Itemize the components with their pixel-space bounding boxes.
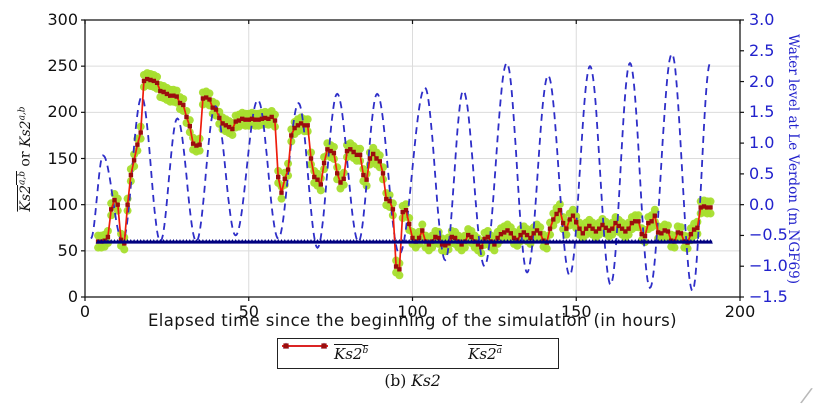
y-right-tick-label: 0.0 [749, 194, 775, 214]
y-left-tick-label: 300 [47, 10, 78, 29]
ensemble-dot [555, 200, 564, 209]
figure-caption: (b) Ks2 [85, 372, 740, 390]
y-left-tick-label: 0 [67, 287, 78, 306]
ensemble-dot [228, 130, 237, 139]
x-tick-label: 100 [397, 302, 428, 321]
y-right-tick-label: 2.0 [749, 71, 775, 91]
legend-ks2a-square-marker [321, 343, 327, 349]
ensemble-dot [490, 246, 499, 255]
ensemble-dot [277, 194, 286, 203]
x-tick-label: 0 [79, 302, 91, 321]
legend-box: Ks2b Ks2a [277, 338, 559, 369]
ensemble-dot [303, 115, 312, 124]
legend-label-ks2a: Ks2a [468, 344, 502, 363]
y-right-tick-label: 1.5 [749, 102, 775, 122]
ensemble-dot [172, 86, 181, 95]
legend-sample-ks2a-line [282, 343, 328, 349]
y-right-tick-label: −1.0 [749, 256, 788, 276]
y-left-tick-label: 100 [47, 194, 78, 214]
ensemble-dot [650, 205, 659, 214]
ensemble-dot [706, 209, 715, 218]
legend-entry-ks2b: Ks2b [282, 342, 369, 363]
ensemble-dot [401, 200, 410, 209]
ensemble-dot [120, 245, 129, 254]
legend-ks2a-square-marker [283, 343, 289, 349]
y-right-tick-label: 1.0 [749, 133, 775, 153]
legend-label-ks2b: Ks2b [333, 344, 369, 363]
ylabel-connector: or [17, 146, 34, 172]
ensemble-dot [418, 220, 427, 229]
ensemble-dot [706, 197, 715, 206]
y-axis-label-left: Ks2a,b or Ks2a,b [17, 59, 39, 259]
caption-label: Ks2 [411, 372, 441, 390]
ensemble-dot [316, 186, 325, 195]
caption-index: (b) [384, 372, 407, 390]
ensemble-dot [677, 223, 686, 232]
ks2b-markers [95, 239, 713, 244]
x-tick-label: 150 [560, 302, 592, 321]
y-axis-label-right: Water level at Le Verdon (m NGF69) [785, 34, 801, 284]
ensemble-dot [634, 211, 643, 220]
y-left-tick-label: 250 [47, 56, 78, 76]
ylabel-overlined-term: Ks2a,b [17, 171, 34, 212]
x-tick-label: 50 [238, 302, 259, 321]
ensemble-dot [562, 230, 571, 239]
ensemble-dot [663, 221, 672, 230]
y-left-tick-label: 150 [47, 148, 78, 168]
y-right-tick-label: −1.5 [749, 287, 788, 306]
ylabel-plain-term: Ks2a,b [17, 106, 34, 147]
y-right-tick-label: 2.5 [749, 40, 775, 60]
ensemble-dot [670, 243, 679, 252]
legend-entry-ks2a: Ks2a [282, 343, 502, 363]
x-tick-label: 200 [724, 302, 756, 321]
x-axis-label: Elapsed time since the beginning of the … [147, 311, 678, 330]
ensemble-dot [356, 144, 365, 153]
ensemble-dot [542, 244, 551, 253]
y-left-tick-label: 200 [47, 102, 78, 122]
y-right-tick-label: 0.5 [749, 163, 775, 183]
ensemble-dot [568, 205, 577, 214]
ensemble-dot [195, 146, 204, 155]
y-right-tick-label: 3.0 [749, 10, 775, 29]
ensemble-dot [395, 271, 404, 280]
y-left-tick-label: 50 [57, 240, 78, 260]
y-right-tick-label: −0.5 [749, 225, 788, 245]
